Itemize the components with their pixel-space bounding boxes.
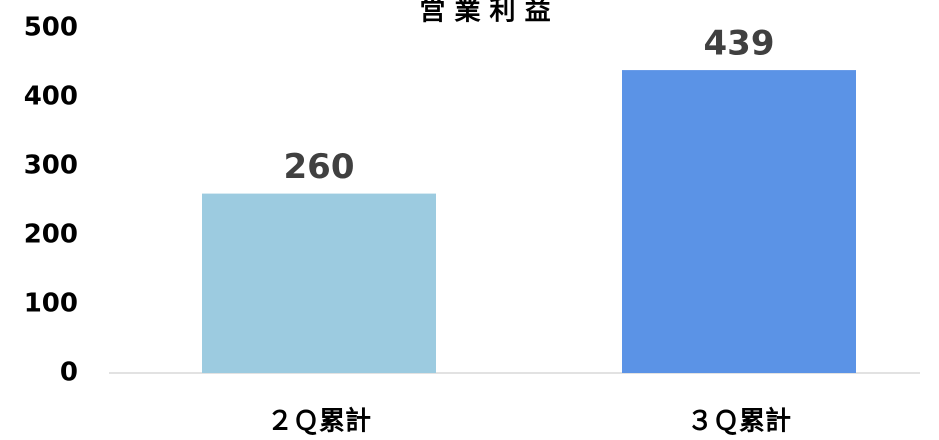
bar [622,70,856,373]
y-tick-label: 0 [60,358,78,388]
y-tick-label: 500 [24,13,78,43]
chart-title: 営 業 利 益 [419,0,550,27]
y-tick-label: 100 [24,289,78,319]
y-tick-label: 200 [24,220,78,250]
data-label: 439 [704,24,775,64]
x-tick-label: ２Ｑ累計 [267,406,371,437]
y-tick-label: 400 [24,82,78,112]
data-label: 260 [284,147,355,187]
x-tick-label: ３Ｑ累計 [687,406,791,437]
bar [202,193,436,373]
y-tick-label: 300 [24,151,78,181]
